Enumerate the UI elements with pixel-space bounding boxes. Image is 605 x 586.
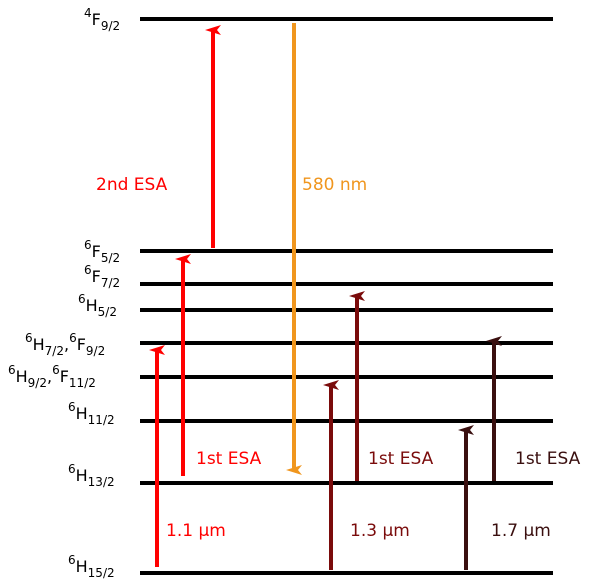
level-label-6H11_2: 6H11/2 bbox=[68, 400, 115, 427]
transitions bbox=[149, 23, 502, 570]
label-2nd-esa: 2nd ESA bbox=[96, 175, 168, 195]
label-1_7um: 1.7 μm bbox=[491, 521, 551, 541]
level-label-6H7_2-6F9_2: 6H7/2,6F9/2 bbox=[25, 331, 105, 358]
label-1_3um: 1.3 μm bbox=[350, 521, 410, 541]
level-label-6H13_2: 6H13/2 bbox=[68, 462, 115, 489]
level-label-6H9_2-6F11_2: 6H9/2,6F11/2 bbox=[8, 363, 96, 390]
level-label-6F5_2: 6F5/2 bbox=[84, 238, 120, 265]
annotations: 2nd ESA 580 nm 1st ESA 1st ESA 1st ESA 1… bbox=[96, 175, 581, 541]
level-label-6H5_2: 6H5/2 bbox=[78, 292, 117, 319]
level-label-6H15_2: 6H15/2 bbox=[68, 553, 115, 580]
level-label-4F9_2: 4F9/2 bbox=[84, 6, 120, 33]
label-580nm: 580 nm bbox=[302, 175, 367, 195]
label-1st-esa-dark: 1st ESA bbox=[515, 449, 581, 469]
level-labels: 4F9/2 6F5/2 6F7/2 6H5/2 6H7/2,6F9/2 6H9/… bbox=[8, 6, 120, 580]
energy-levels bbox=[140, 17, 553, 575]
level-label-6F7_2: 6F7/2 bbox=[84, 263, 120, 290]
label-1st-esa-maroon: 1st ESA bbox=[368, 449, 434, 469]
label-1st-esa-red: 1st ESA bbox=[196, 449, 262, 469]
label-1_1um: 1.1 μm bbox=[166, 521, 226, 541]
